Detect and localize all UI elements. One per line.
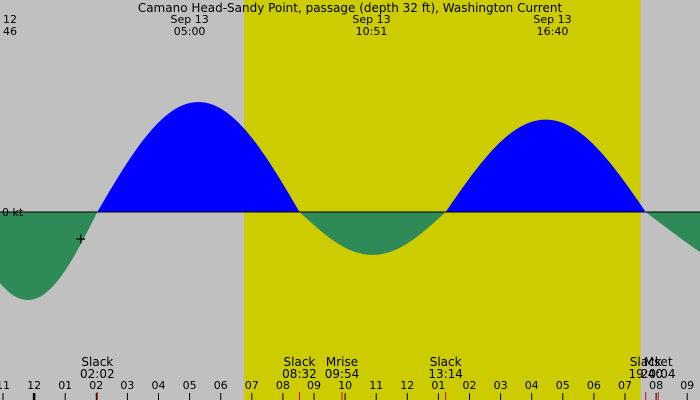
- peak-time-label: 46: [3, 25, 17, 38]
- hour-tick-label: 05: [556, 379, 570, 392]
- event-name-label: Slack: [630, 355, 662, 369]
- event-labels: Slack02:02Slack08:32Mrise09:54Slack13:14…: [80, 355, 675, 400]
- ebb-lobe: [299, 212, 446, 255]
- hour-tick-label: 12: [27, 379, 41, 392]
- hour-tick-label: 05: [183, 379, 197, 392]
- event-time-label: 08:32: [282, 367, 317, 381]
- hour-tick-label: 03: [120, 379, 134, 392]
- peak-date-label: 12: [3, 13, 17, 26]
- peak-date-label: Sep 13: [533, 13, 571, 26]
- hour-tick-label: 09: [307, 379, 321, 392]
- hour-tick-label: 11: [369, 379, 383, 392]
- event-name-label: Slack: [430, 355, 462, 369]
- event-time-label: 19:40: [628, 367, 663, 381]
- peak-time-label: 05:00: [174, 25, 206, 38]
- peak-date-label: Sep 13: [352, 13, 390, 26]
- peak-date-label: Sep 13: [170, 13, 208, 26]
- event-time-label: 13:14: [428, 367, 463, 381]
- hour-tick-label: 07: [618, 379, 632, 392]
- hour-tick-label: 06: [214, 379, 228, 392]
- event-name-label: Slack: [81, 355, 113, 369]
- hour-tick-label: 12: [400, 379, 414, 392]
- hour-tick-label: 10: [338, 379, 352, 392]
- chart-title: Camano Head-Sandy Point, passage (depth …: [138, 1, 563, 15]
- event-time-label: 02:02: [80, 367, 115, 381]
- current-curves: [0, 102, 700, 300]
- event-name-label: Mset: [644, 355, 673, 369]
- current-time-marker: +: [75, 232, 87, 248]
- hour-tick-label: 06: [587, 379, 601, 392]
- hour-tick-label: 07: [245, 379, 259, 392]
- hour-tick-label: 01: [58, 379, 72, 392]
- ebb-lobe: [645, 212, 700, 253]
- hour-tick-label: 02: [89, 379, 103, 392]
- ebb-lobe: [0, 212, 98, 300]
- event-time-label: 20:04: [641, 367, 676, 381]
- hour-tick-label: 01: [431, 379, 445, 392]
- event-time-label: 09:54: [325, 367, 360, 381]
- hour-tick-label: 09: [680, 379, 694, 392]
- event-name-label: Slack: [284, 355, 316, 369]
- hour-tick-label: 08: [649, 379, 663, 392]
- flood-lobe: [445, 119, 646, 212]
- zero-label: 0 kt: [2, 206, 24, 219]
- event-name-label: Mrise: [326, 355, 358, 369]
- markers: +: [75, 232, 87, 248]
- hour-tick-label: 04: [525, 379, 539, 392]
- hour-tick-label: 02: [463, 379, 477, 392]
- peak-time-label: 16:40: [537, 25, 569, 38]
- hour-axis: 11 12 01 02 03 04 05 06 07 08 09 10 11 12 01 02 03 04 05 06…: [0, 379, 694, 400]
- hour-tick-label: 04: [152, 379, 166, 392]
- hour-tick-label: 08: [276, 379, 290, 392]
- peak-time-label: 10:51: [356, 25, 388, 38]
- hour-tick-label: 03: [494, 379, 508, 392]
- hour-tick-label: 11: [0, 379, 10, 392]
- flood-lobe: [97, 102, 300, 212]
